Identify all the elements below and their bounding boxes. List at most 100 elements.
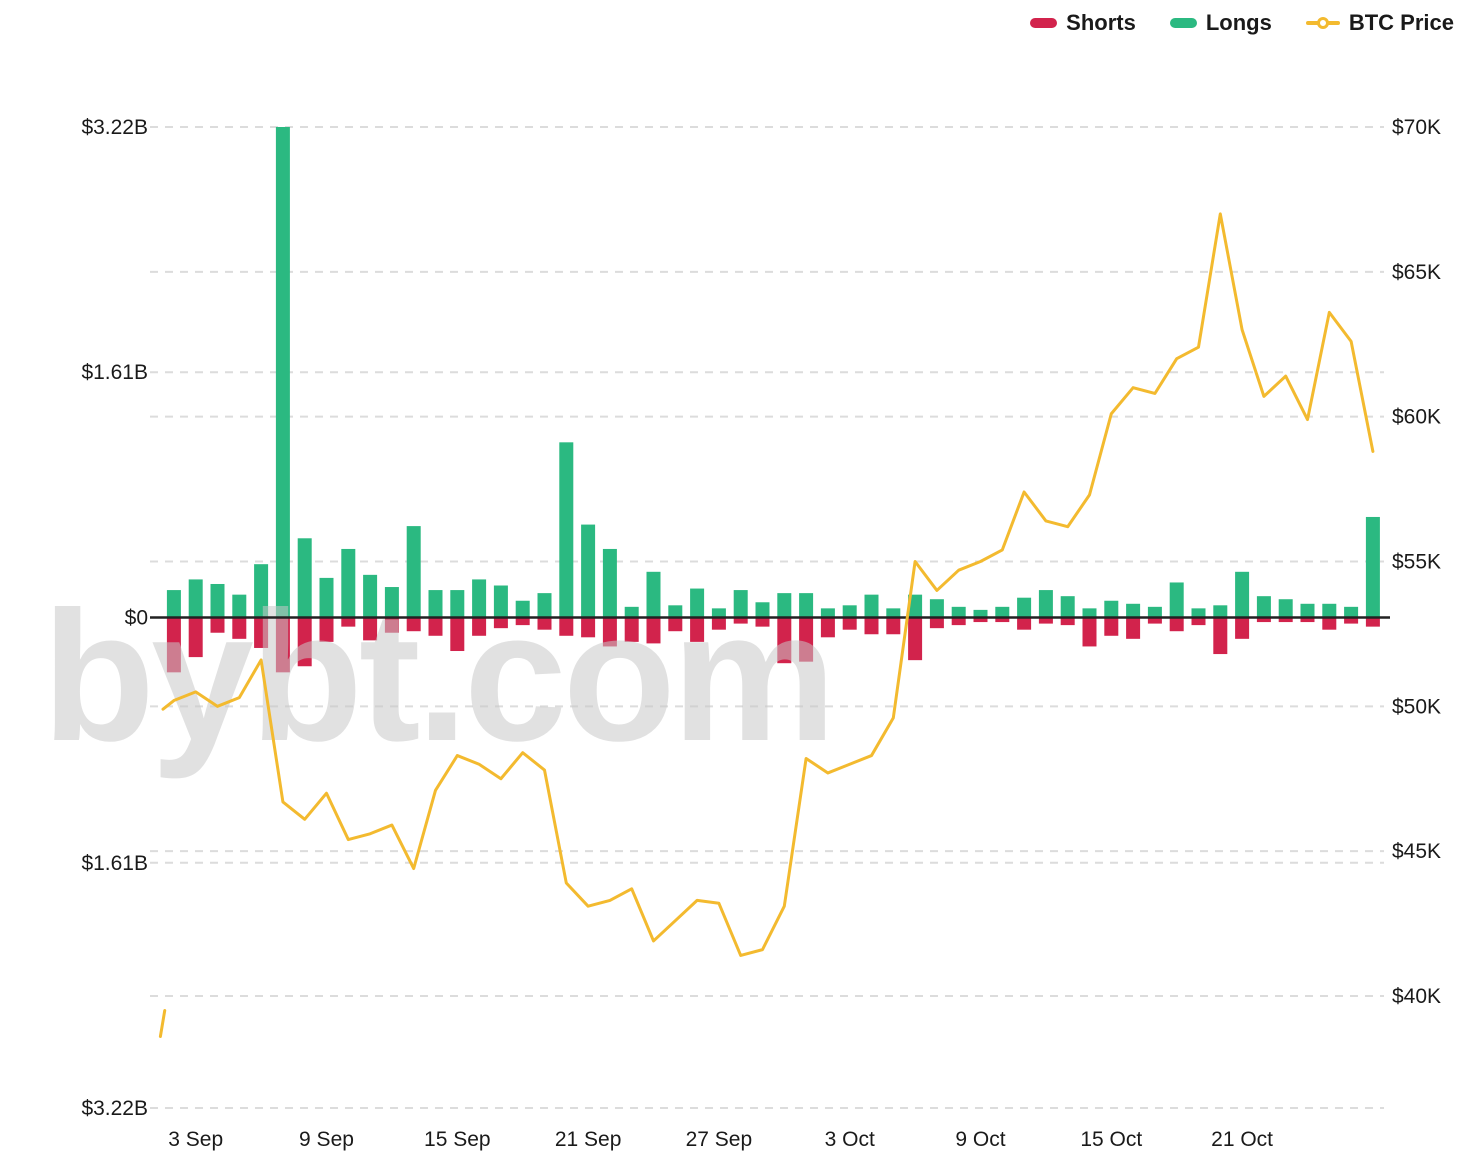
- shorts-bar: [341, 617, 356, 627]
- shorts-bar: [624, 617, 639, 642]
- shorts-bar: [450, 617, 465, 652]
- x-axis-tick-label: 9 Sep: [299, 1128, 354, 1151]
- left-axis-tick-label: $0: [125, 607, 148, 630]
- left-axis-tick-label: $1.61B: [81, 361, 148, 384]
- shorts-bar: [515, 617, 530, 626]
- longs-bar: [537, 593, 552, 618]
- shorts-bar: [1344, 617, 1359, 624]
- shorts-bar: [1256, 617, 1271, 623]
- longs-bar: [624, 606, 639, 618]
- x-axis-tick-label: 27 Sep: [686, 1128, 753, 1151]
- longs-bar: [864, 594, 879, 618]
- shorts-bar: [799, 617, 814, 662]
- x-axis-tick-label: 21 Sep: [555, 1128, 622, 1151]
- shorts-bar: [406, 617, 421, 632]
- x-axis-tick-label: 9 Oct: [955, 1128, 1005, 1151]
- left-axis-tick-label: $1.61B: [81, 852, 148, 875]
- longs-bar: [668, 605, 683, 618]
- right-axis-tick-label: $65K: [1392, 261, 1441, 284]
- shorts-bar: [1038, 617, 1053, 624]
- shorts-bar: [1322, 617, 1337, 630]
- longs-bar: [1017, 597, 1032, 618]
- longs-bar: [733, 590, 748, 618]
- legend-item-shorts[interactable]: Shorts: [1030, 10, 1136, 36]
- shorts-bar: [275, 617, 290, 673]
- shorts-bar: [210, 617, 225, 633]
- shorts-bar: [755, 617, 770, 627]
- longs-bar: [450, 590, 465, 618]
- left-axis-tick-label: $3.22B: [81, 1097, 148, 1120]
- longs-bar: [472, 579, 487, 618]
- longs-bar: [232, 594, 247, 618]
- shorts-bar: [472, 617, 487, 636]
- shorts-bar: [668, 617, 683, 632]
- longs-bar: [842, 605, 857, 618]
- shorts-bar: [1104, 617, 1119, 636]
- shorts-bar: [384, 617, 399, 633]
- legend-item-btc-price[interactable]: BTC Price: [1305, 10, 1454, 36]
- longs-bar: [1169, 582, 1184, 618]
- shorts-bar: [995, 617, 1010, 623]
- legend-btc-label: BTC Price: [1348, 10, 1454, 35]
- shorts-bar: [166, 617, 181, 673]
- shorts-bar: [1235, 617, 1250, 639]
- longs-bar: [384, 587, 399, 618]
- longs-bar: [1322, 603, 1337, 618]
- longs-bar: [1344, 606, 1359, 618]
- longs-bar: [363, 574, 378, 618]
- longs-bar: [1256, 596, 1271, 618]
- longs-bar: [973, 609, 988, 618]
- longs-bar: [929, 599, 944, 618]
- longs-swatch-icon: [1169, 18, 1197, 28]
- longs-bar: [777, 593, 792, 618]
- btc-price-line: [161, 212, 1375, 957]
- shorts-bar: [581, 617, 596, 638]
- longs-bar: [711, 608, 726, 618]
- shorts-bar: [864, 617, 879, 635]
- right-axis-tick-label: $55K: [1392, 550, 1441, 573]
- shorts-bar: [1213, 617, 1228, 655]
- legend-shorts-label: Shorts: [1066, 10, 1136, 35]
- longs-bar: [951, 606, 966, 618]
- shorts-bar: [886, 617, 901, 635]
- longs-bar: [188, 579, 203, 618]
- longs-bar: [1038, 590, 1053, 618]
- shorts-bar: [602, 617, 617, 647]
- chart-legend: Shorts Longs BTC Price: [1030, 10, 1454, 36]
- longs-bar: [275, 126, 290, 618]
- shorts-swatch-icon: [1030, 18, 1058, 28]
- shorts-bar: [1191, 617, 1206, 626]
- longs-bar: [1235, 571, 1250, 618]
- legend-item-longs[interactable]: Longs: [1169, 10, 1272, 36]
- longs-bar: [1082, 608, 1097, 618]
- watermark: bybt.com: [42, 574, 832, 780]
- x-axis-tick-label: 3 Oct: [825, 1128, 875, 1151]
- longs-bar: [1213, 605, 1228, 618]
- right-axis-tick-label: $70K: [1392, 116, 1441, 139]
- longs-bar: [908, 594, 923, 618]
- shorts-bar: [711, 617, 726, 630]
- right-axis-tick-label: $40K: [1392, 985, 1441, 1008]
- right-axis-tick-label: $60K: [1392, 406, 1441, 429]
- legend-longs-label: Longs: [1205, 10, 1272, 35]
- longs-bar: [428, 590, 443, 618]
- x-axis-tick-label: 3 Sep: [168, 1128, 223, 1151]
- shorts-bar: [690, 617, 705, 642]
- shorts-bar: [1300, 617, 1315, 623]
- shorts-bar: [842, 617, 857, 630]
- shorts-bar: [1126, 617, 1141, 639]
- longs-bar: [1104, 600, 1119, 618]
- shorts-bar: [232, 617, 247, 639]
- left-axis-tick-label: $3.22B: [81, 116, 148, 139]
- right-axis-tick-label: $50K: [1392, 695, 1441, 718]
- x-axis-tick-label: 15 Oct: [1080, 1128, 1142, 1151]
- longs-bar: [799, 593, 814, 618]
- shorts-bar: [1147, 617, 1162, 624]
- longs-bar: [820, 608, 835, 618]
- longs-bar: [166, 590, 181, 618]
- shorts-bar: [777, 617, 792, 664]
- shorts-bar: [493, 617, 508, 629]
- longs-bar: [1147, 606, 1162, 618]
